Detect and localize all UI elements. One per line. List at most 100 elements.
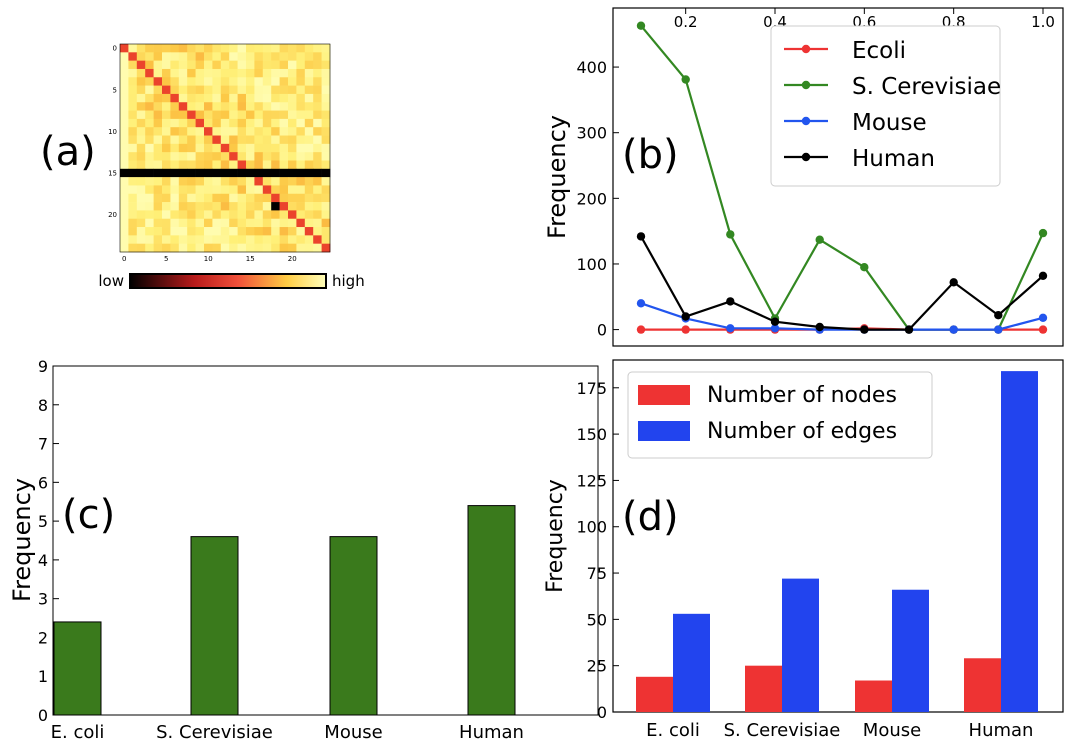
heatmap-cell xyxy=(187,210,196,220)
heatmap-cell xyxy=(288,44,297,53)
heatmap-cell xyxy=(204,227,213,236)
heatmap-cell xyxy=(262,160,272,170)
heatmap-cell xyxy=(187,68,196,78)
heatmap-cell xyxy=(313,235,322,244)
heatmap-cell xyxy=(120,135,129,145)
panel-a-label: (a) xyxy=(40,129,96,175)
heatmap-cell xyxy=(204,218,213,228)
heatmap-cell xyxy=(120,85,129,95)
heatmap-cell xyxy=(162,127,171,136)
panel-d-legend-label: Number of edges xyxy=(707,419,897,444)
heatmap-cell xyxy=(145,160,154,170)
heatmap-cell xyxy=(246,102,255,111)
heatmap-cell xyxy=(321,110,331,120)
heatmap-cell xyxy=(204,168,213,178)
heatmap-cell xyxy=(237,160,247,170)
heatmap-cell xyxy=(262,135,272,145)
heatmap-cell xyxy=(120,193,129,203)
heatmap-cell xyxy=(136,60,146,70)
heatmap-cell xyxy=(229,160,238,170)
heatmap-cell xyxy=(136,93,146,103)
heatmap-cell xyxy=(229,44,238,53)
heatmap-cell xyxy=(229,93,238,103)
heatmap-cell xyxy=(288,110,297,120)
heatmap-cell xyxy=(195,77,205,86)
heatmap-cell xyxy=(153,227,163,236)
panel-d-bar xyxy=(636,676,673,712)
heatmap-cell xyxy=(153,118,163,128)
heatmap-cell xyxy=(204,118,213,128)
heatmap-cell xyxy=(254,193,264,203)
heatmap-cell xyxy=(128,235,138,244)
panel-b-point xyxy=(1038,325,1048,334)
heatmap-cell xyxy=(271,44,280,53)
heatmap-cell xyxy=(262,52,272,61)
heatmap-cell xyxy=(212,110,222,120)
heatmap-cell xyxy=(128,210,138,220)
heatmap-cell xyxy=(304,193,314,203)
heatmap-cell xyxy=(170,202,180,211)
heatmap-cell xyxy=(178,210,188,220)
heatmap-cell xyxy=(204,135,213,145)
heatmap-cell xyxy=(288,152,297,161)
panel-b-axes-frame xyxy=(612,7,1064,347)
heatmap-cell xyxy=(262,85,272,95)
heatmap-cell xyxy=(254,168,264,178)
heatmap-cell xyxy=(120,218,129,228)
panel-c-xtick-label: E. coli xyxy=(51,722,105,742)
heatmap-xtick-label: 20 xyxy=(288,255,297,263)
heatmap-cell xyxy=(212,85,222,95)
heatmap-cell xyxy=(271,168,280,178)
heatmap-cell xyxy=(120,93,129,103)
heatmap-cell xyxy=(220,160,230,170)
heatmap-cell xyxy=(145,202,154,211)
heatmap-cell xyxy=(212,118,222,128)
panel-c-ytick-label: 7 xyxy=(38,435,48,454)
heatmap-cell xyxy=(187,218,196,228)
heatmap-cell xyxy=(279,60,289,70)
heatmap-cell xyxy=(313,102,322,111)
heatmap-cell xyxy=(195,93,205,103)
heatmap-cell xyxy=(237,185,247,195)
heatmap-cell xyxy=(212,185,222,195)
heatmap-cell xyxy=(271,235,280,244)
heatmap-cell xyxy=(145,235,154,244)
heatmap-cell xyxy=(279,218,289,228)
heatmap-cell xyxy=(321,160,331,170)
heatmap-cell xyxy=(128,243,138,253)
heatmap-cell xyxy=(321,85,331,95)
heatmap-cell xyxy=(304,227,314,236)
heatmap-cell xyxy=(178,160,188,170)
heatmap-cell xyxy=(178,202,188,211)
heatmap-cell xyxy=(162,77,171,86)
panel-b-legend-marker xyxy=(801,152,811,162)
heatmap-cell xyxy=(204,68,213,78)
heatmap-cell xyxy=(195,127,205,136)
heatmap-cell xyxy=(313,68,322,78)
heatmap-cell xyxy=(195,227,205,236)
heatmap-cell xyxy=(262,152,272,161)
heatmap-cell xyxy=(145,243,154,253)
heatmap-cell xyxy=(229,243,238,253)
heatmap-cell xyxy=(220,168,230,178)
heatmap-cell xyxy=(195,185,205,195)
heatmap-cell xyxy=(120,44,129,53)
heatmap-cell xyxy=(313,168,322,178)
heatmap-cell xyxy=(145,177,154,186)
heatmap-cell xyxy=(136,202,146,211)
heatmap-cell xyxy=(120,110,129,120)
heatmap-cell xyxy=(304,68,314,78)
heatmap-cell xyxy=(153,52,163,61)
heatmap-cell xyxy=(321,168,331,178)
heatmap-cell xyxy=(254,52,264,61)
heatmap-cell xyxy=(262,185,272,195)
heatmap-cell xyxy=(162,202,171,211)
heatmap-cell xyxy=(296,168,306,178)
heatmap-cell xyxy=(304,102,314,111)
heatmap-cell xyxy=(153,60,163,70)
heatmap-cell xyxy=(187,185,196,195)
panel-b-point xyxy=(726,230,735,239)
heatmap-cell xyxy=(313,218,322,228)
heatmap-cell xyxy=(162,243,171,253)
